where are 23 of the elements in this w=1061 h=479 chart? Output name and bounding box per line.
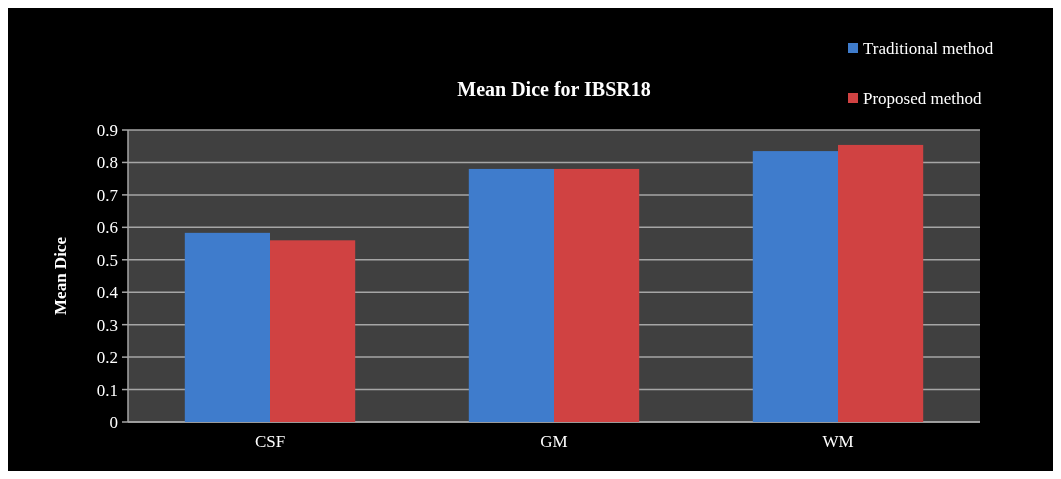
bar [184,232,270,422]
y-tick-label: 0.5 [96,250,118,270]
y-tick-label: 0.4 [96,283,119,303]
y-tick-label: 0.3 [96,315,118,335]
y-tick-label: 0.2 [96,348,118,368]
legend-label: Traditional method [863,38,994,58]
y-tick-label: 0.6 [96,218,118,238]
x-tick-label: CSF [254,432,286,451]
bar [838,144,924,422]
y-tick-label: 0 [109,412,118,432]
y-axis-title: Mean Dice [51,236,70,315]
bar [270,240,356,422]
x-tick-label: GM [540,432,568,451]
y-tick-label: 0.8 [96,153,118,173]
y-tick-label: 0.1 [96,380,118,400]
bar [752,151,838,422]
y-tick-label: 0.7 [96,185,119,205]
bar [468,168,554,422]
bar [554,168,640,422]
x-tick-label: WM [822,432,854,451]
legend-label: Proposed method [863,88,983,108]
chart-title: Mean Dice for IBSR18 [457,78,651,100]
y-tick-label: 0.9 [96,120,118,140]
